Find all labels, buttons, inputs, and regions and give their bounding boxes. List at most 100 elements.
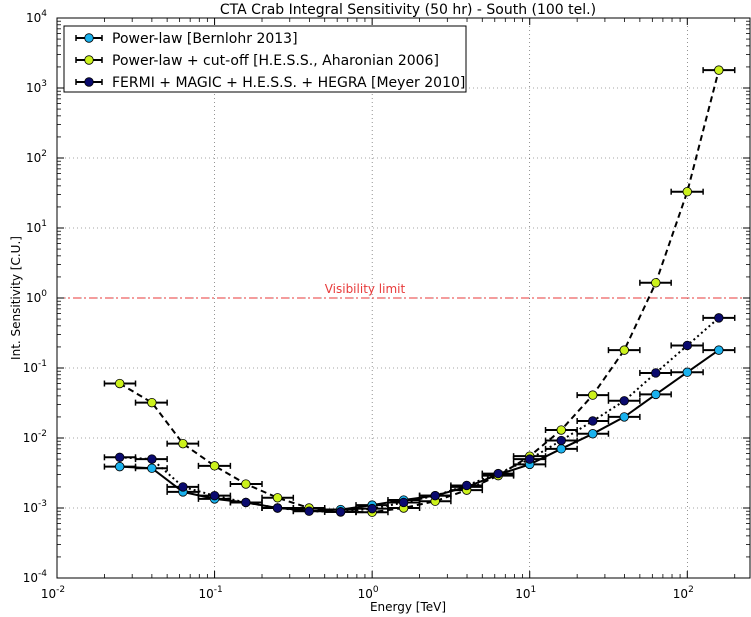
y-tick-label: 104 <box>26 9 47 25</box>
y-tick-base: 10 <box>26 11 41 25</box>
data-point <box>588 390 598 400</box>
chart-title: CTA Crab Integral Sensitivity (50 hr) - … <box>220 2 596 18</box>
y-tick-exponent: 3 <box>41 79 47 89</box>
x-tick-exponent: 0 <box>373 585 379 595</box>
data-point <box>178 482 188 492</box>
data-point <box>651 278 661 288</box>
x-tick-base: 10 <box>41 587 56 601</box>
y-tick-label: 10-2 <box>23 429 47 445</box>
legend: Power-law [Bernlohr 2013] Power-law + cut… <box>63 25 467 93</box>
x-tick-base: 10 <box>358 587 373 601</box>
data-point <box>619 396 629 406</box>
y-tick-base: 10 <box>23 501 38 515</box>
x-tick-exponent: 1 <box>530 585 536 595</box>
legend-marker <box>84 33 94 43</box>
y-tick-exponent: -3 <box>38 499 47 509</box>
y-tick-base: 10 <box>26 81 41 95</box>
data-point <box>430 490 440 501</box>
x-tick-label: 101 <box>515 585 536 601</box>
y-tick-exponent: -2 <box>38 429 47 439</box>
data-point <box>241 497 251 508</box>
data-point <box>272 493 283 503</box>
x-tick-exponent: -2 <box>56 585 65 595</box>
y-tick-exponent: 4 <box>41 9 47 19</box>
legend-marker <box>84 77 94 87</box>
data-point <box>714 65 724 75</box>
y-tick-label: 10-1 <box>23 359 47 375</box>
y-tick-exponent: 2 <box>41 149 47 159</box>
y-tick-label: 103 <box>26 79 47 95</box>
series-1 <box>103 65 736 517</box>
data-point <box>619 412 629 422</box>
data-point <box>147 454 157 464</box>
data-point <box>588 416 598 426</box>
data-point <box>525 454 535 464</box>
y-tick-exponent: 0 <box>41 289 47 299</box>
x-tick-base: 10 <box>673 587 688 601</box>
data-point <box>682 340 692 351</box>
data-point <box>461 480 472 491</box>
y-tick-base: 10 <box>23 361 38 375</box>
data-point <box>115 461 125 472</box>
data-point <box>178 438 188 449</box>
legend-label: Power-law + cut-off [H.E.S.S., Aharonian… <box>112 53 439 69</box>
x-tick-label: 102 <box>673 585 694 601</box>
data-point <box>588 429 598 439</box>
y-axis-label: Int. Sensitivity [C.U.] <box>9 236 23 360</box>
data-point <box>147 397 157 408</box>
y-tick-base: 10 <box>26 291 41 305</box>
x-tick-base: 10 <box>515 587 530 601</box>
x-tick-exponent: -1 <box>214 585 223 595</box>
y-tick-exponent: 1 <box>41 219 47 229</box>
data-point <box>682 187 692 197</box>
x-axis-label: Energy [TeV] <box>370 600 446 614</box>
x-tick-label: 100 <box>358 585 379 601</box>
data-point <box>272 503 283 513</box>
y-tick-base: 10 <box>23 571 38 585</box>
data-point <box>147 463 157 473</box>
data-point <box>651 368 661 378</box>
legend-box <box>63 25 467 93</box>
y-tick-label: 101 <box>26 219 47 235</box>
x-tick-exponent: 2 <box>688 585 694 595</box>
visibility-limit: Visibility limit <box>57 282 750 299</box>
y-tick-label: 100 <box>26 289 47 305</box>
y-tick-base: 10 <box>26 151 41 165</box>
x-tick-base: 10 <box>198 587 213 601</box>
y-tick-label: 102 <box>26 149 47 165</box>
y-tick-exponent: -1 <box>38 359 47 369</box>
data-point <box>714 345 724 355</box>
data-point <box>556 425 566 435</box>
legend-marker <box>84 55 94 65</box>
data-point <box>682 367 692 377</box>
data-point <box>493 468 503 479</box>
data-point <box>556 444 566 454</box>
data-point <box>367 503 377 514</box>
data-point <box>398 497 409 508</box>
data-point <box>241 479 251 489</box>
x-tick-label: 10-2 <box>41 585 65 601</box>
y-tick-label: 10-3 <box>23 499 47 515</box>
x-tick-label: 10-1 <box>198 585 222 601</box>
data-point <box>115 378 125 389</box>
data-point <box>556 435 566 446</box>
legend-label: Power-law [Bernlohr 2013] <box>112 31 298 47</box>
visibility-limit-label: Visibility limit <box>325 282 406 296</box>
y-tick-base: 10 <box>26 221 41 235</box>
y-tick-base: 10 <box>23 431 38 445</box>
series-line <box>119 317 720 513</box>
series-2 <box>103 313 736 517</box>
data-point <box>209 490 220 501</box>
data-point <box>304 506 314 516</box>
data-point <box>209 461 220 471</box>
axis-ticks: 10-2 10-1 100 101 10210-410-310-210-11001011… <box>23 9 750 601</box>
data-point <box>714 313 724 323</box>
data-point <box>651 389 661 400</box>
data-point <box>115 452 125 463</box>
data-point <box>335 507 346 517</box>
y-tick-exponent: -4 <box>38 569 47 579</box>
legend-label: FERMI + MAGIC + H.E.S.S. + HEGRA [Meyer … <box>112 75 465 91</box>
series-group <box>103 65 736 517</box>
